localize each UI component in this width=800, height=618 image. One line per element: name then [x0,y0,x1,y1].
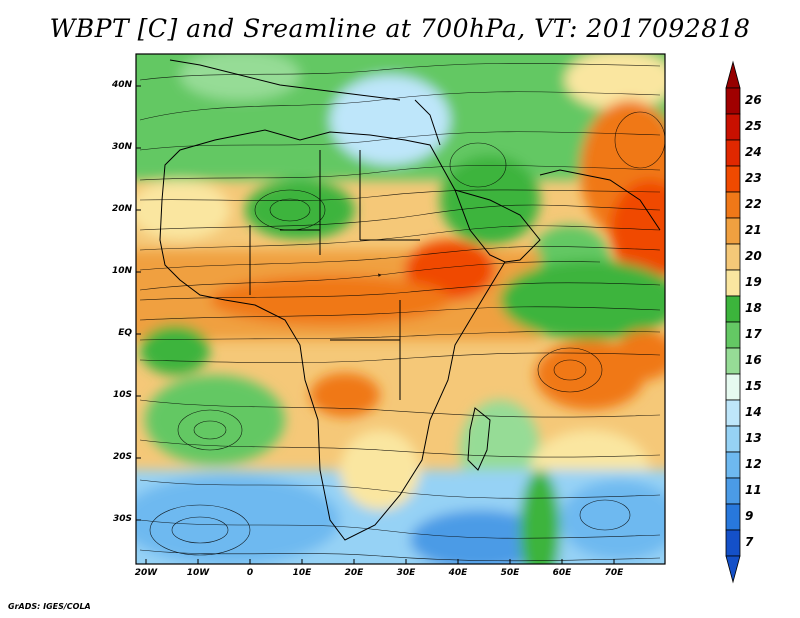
plot-frame [135,53,666,565]
lon-label: 50E [500,568,520,578]
colorbar-swatch [725,87,741,115]
colorbar-swatch [725,503,741,531]
colorbar-swatch [725,191,741,219]
colorbar-label: 15 [745,379,762,393]
colorbar-swatch [725,269,741,297]
lat-label: 10S [112,390,132,400]
colorbar-label: 13 [745,431,762,445]
colorbar-label: 14 [745,405,762,419]
colorbar-label: 25 [745,119,762,133]
colorbar-swatch [725,243,741,271]
colorbar-swatch [725,165,741,193]
axis-ticks [136,85,615,564]
lon-label: 20E [344,568,364,578]
lon-label: 20W [134,568,158,578]
colorbar-swatch [725,321,741,349]
lat-label: 30N [111,142,132,152]
colorbar-swatch [725,347,741,375]
map-title: WBPT [C] and Sreamline at 700hPa, VT: 20… [49,14,751,43]
colorbar-label: 17 [745,327,762,341]
colorbar-label: 19 [745,275,762,289]
lat-label: 20N [111,204,132,214]
wbpt-field [136,54,665,564]
lon-label: 10E [292,568,312,578]
colorbar-label: 7 [745,535,754,549]
colorbar-swatch [725,529,741,557]
lat-label: 30S [112,514,132,524]
colorbar-swatch [725,399,741,427]
credit-text: GrADS: IGES/COLA [8,602,91,611]
colorbar-swatch [725,477,741,505]
colorbar-swatch [725,113,741,141]
lat-label: 40N [111,80,132,90]
lon-label: 30E [396,568,416,578]
lat-label: 20S [112,452,132,462]
colorbar-label: 9 [745,509,754,523]
lat-label: EQ [118,328,132,338]
streamlines [139,63,665,562]
colorbar [725,60,741,584]
colorbar-swatch [725,217,741,245]
lon-label: 40E [448,568,468,578]
lon-label: 70E [604,568,624,578]
colorbar-swatch [725,139,741,167]
lon-label: 10W [186,568,210,578]
colorbar-label: 16 [745,353,762,367]
colorbar-label: 23 [745,171,762,185]
colorbar-label: 24 [745,145,762,159]
colorbar-top-arrow [725,60,741,89]
colorbar-swatch [725,295,741,323]
colorbar-swatch [725,451,741,479]
colorbar-label: 20 [745,249,762,263]
colorbar-label: 21 [745,223,762,237]
colorbar-label: 22 [745,197,762,211]
colorbar-label: 11 [745,483,762,497]
lon-label: 60E [552,568,572,578]
colorbar-bottom-arrow [725,555,741,584]
colorbar-label: 12 [745,457,762,471]
coastlines [159,59,661,541]
colorbar-label: 26 [745,93,762,107]
lon-label: 0 [246,568,254,578]
colorbar-swatch [725,425,741,453]
lat-label: 10N [111,266,132,276]
colorbar-label: 18 [745,301,762,315]
colorbar-swatch [725,373,741,401]
